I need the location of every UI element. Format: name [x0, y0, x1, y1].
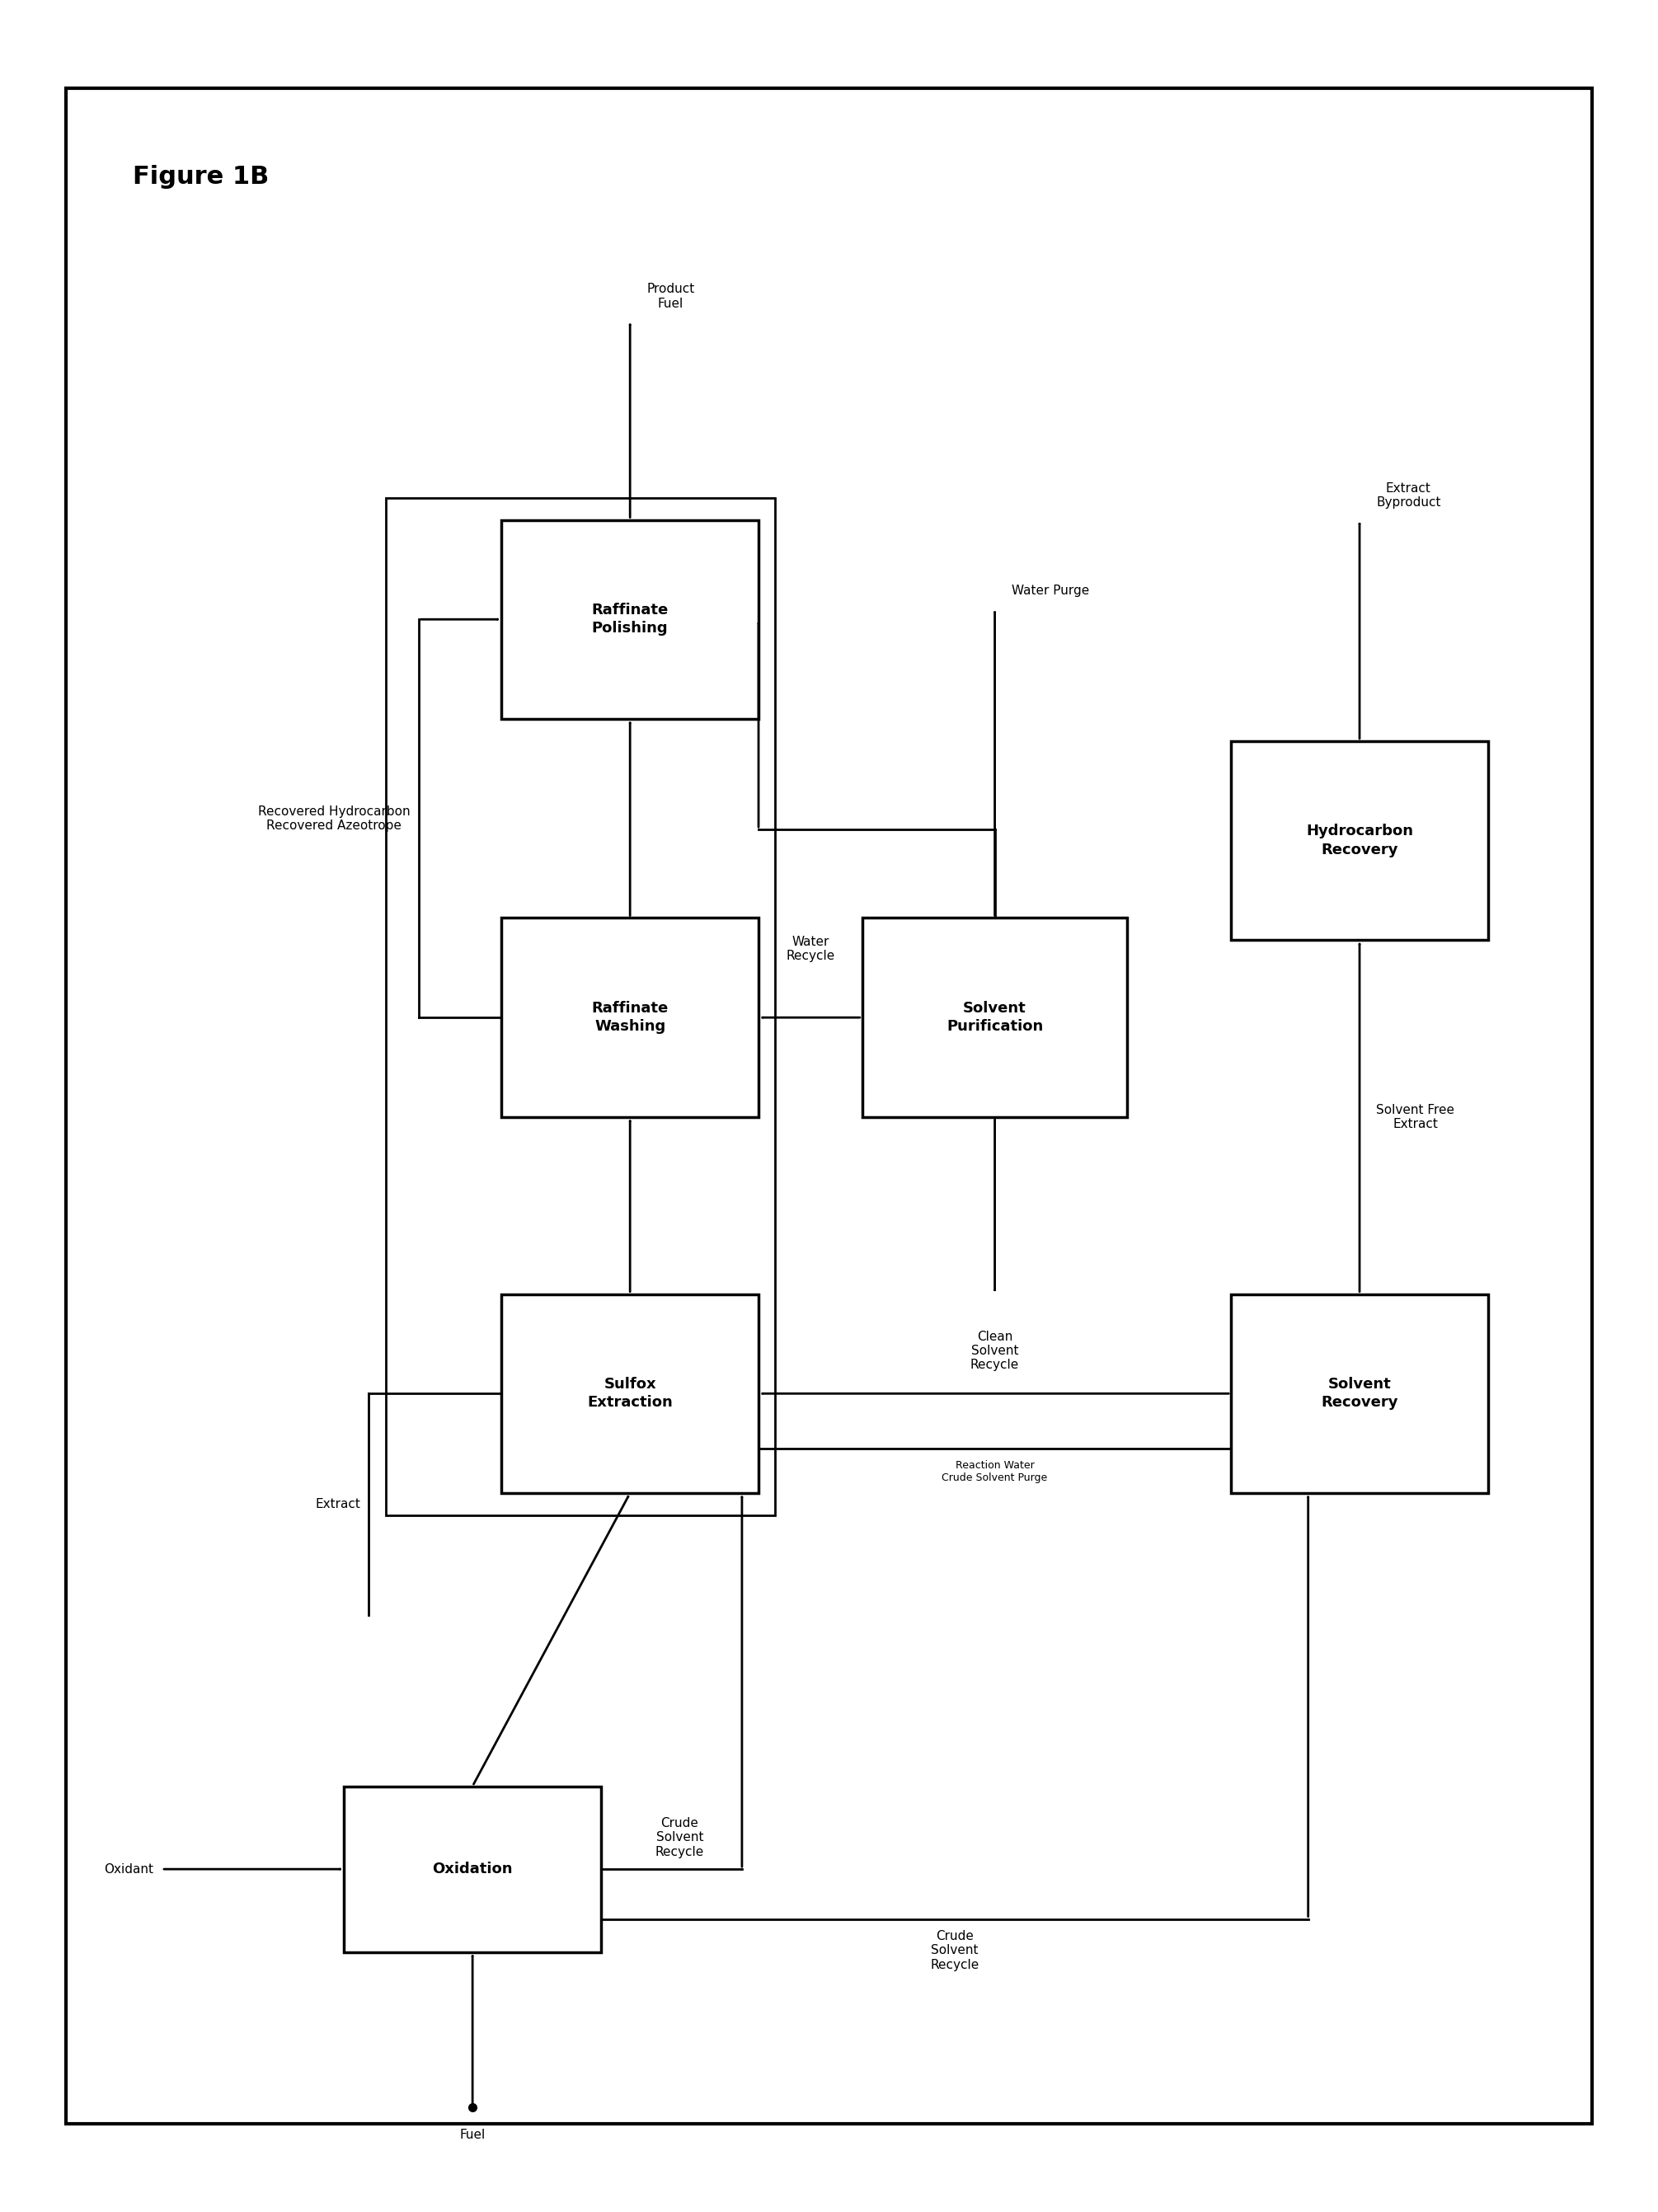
- Text: Figure 1B: Figure 1B: [133, 166, 269, 188]
- Text: Product
Fuel: Product Fuel: [647, 283, 695, 310]
- Text: Solvent Free
Extract: Solvent Free Extract: [1376, 1104, 1454, 1130]
- Bar: [343, 1787, 600, 1953]
- Text: Crude
Solvent
Recycle: Crude Solvent Recycle: [930, 1929, 978, 1971]
- Bar: [501, 1294, 758, 1493]
- Text: Oxidant: Oxidant: [104, 1863, 153, 1876]
- Text: Recovered Hydrocarbon
Recovered Azeotrope: Recovered Hydrocarbon Recovered Azeotrop…: [259, 805, 410, 832]
- Bar: [385, 498, 774, 1515]
- Text: Oxidation: Oxidation: [433, 1863, 512, 1876]
- Bar: [862, 918, 1127, 1117]
- Text: Hydrocarbon
Recovery: Hydrocarbon Recovery: [1307, 825, 1413, 856]
- Text: Raffinate
Polishing: Raffinate Polishing: [592, 604, 668, 635]
- Bar: [1230, 1294, 1487, 1493]
- Bar: [501, 520, 758, 719]
- Text: Clean
Solvent
Recycle: Clean Solvent Recycle: [970, 1329, 1020, 1371]
- Text: Fuel: Fuel: [459, 2128, 486, 2141]
- Bar: [1230, 741, 1487, 940]
- Text: Raffinate
Washing: Raffinate Washing: [592, 1002, 668, 1033]
- Text: Water Purge: Water Purge: [1011, 584, 1089, 597]
- Text: Sulfox
Extraction: Sulfox Extraction: [587, 1378, 673, 1409]
- Bar: [501, 918, 758, 1117]
- Text: Solvent
Purification: Solvent Purification: [947, 1002, 1043, 1033]
- Text: Crude
Solvent
Recycle: Crude Solvent Recycle: [655, 1816, 705, 1858]
- Text: Extract
Byproduct: Extract Byproduct: [1376, 482, 1441, 509]
- Text: Water
Recycle: Water Recycle: [786, 936, 834, 962]
- Text: Extract: Extract: [315, 1498, 360, 1511]
- Text: Reaction Water
Crude Solvent Purge: Reaction Water Crude Solvent Purge: [942, 1460, 1048, 1482]
- Text: Solvent
Recovery: Solvent Recovery: [1321, 1378, 1398, 1409]
